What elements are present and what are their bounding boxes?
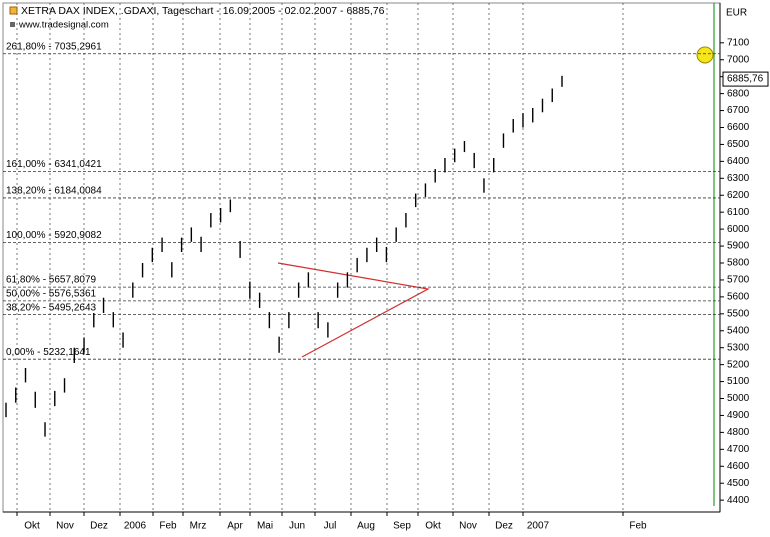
y-tick-label: 6700 bbox=[727, 105, 750, 116]
fib-label: 61,80% - 5657,8079 bbox=[6, 275, 97, 286]
fib-label: 138,20% - 6184,0084 bbox=[6, 186, 102, 197]
fib-label: 100,00% - 5920,9082 bbox=[6, 230, 102, 241]
x-tick-label: 2007 bbox=[527, 521, 550, 532]
last-price-box bbox=[722, 71, 769, 87]
y-tick-label: 6200 bbox=[727, 190, 750, 201]
x-tick-label: Okt bbox=[425, 521, 441, 532]
x-tick-label: Dez bbox=[90, 521, 108, 532]
x-tick-label: Dez bbox=[495, 521, 513, 532]
y-tick-label: 4600 bbox=[727, 461, 750, 472]
y-tick-label: 5700 bbox=[727, 275, 750, 286]
x-tick-label: Apr bbox=[227, 521, 243, 532]
fib-label: 161,00% - 6341,0421 bbox=[6, 159, 102, 170]
y-tick-label: 4800 bbox=[727, 427, 750, 438]
y-tick-label: 6500 bbox=[727, 139, 750, 150]
y-tick-label: 6100 bbox=[727, 207, 750, 218]
fib-label: 38,20% - 5495,2643 bbox=[6, 302, 97, 313]
y-tick-label: 4400 bbox=[727, 495, 750, 506]
y-tick-label: 5800 bbox=[727, 258, 750, 269]
y-tick-label: 6800 bbox=[727, 88, 750, 99]
chart-subtitle: www.tradesignal.com bbox=[18, 20, 109, 31]
y-tick-label: 5100 bbox=[727, 376, 750, 387]
y-tick-label: 5900 bbox=[727, 241, 750, 252]
x-tick-label: Mrz bbox=[190, 521, 207, 532]
y-tick-label: 5600 bbox=[727, 292, 750, 303]
x-tick-label: Okt bbox=[24, 521, 40, 532]
x-tick-label: Feb bbox=[159, 521, 177, 532]
fib-label: 0,00% - 5232,1641 bbox=[6, 347, 91, 358]
x-tick-label: Jun bbox=[289, 521, 305, 532]
triangle-pattern bbox=[277, 262, 430, 358]
y-tick-label: 7100 bbox=[727, 37, 750, 48]
y-tick-label: 4900 bbox=[727, 410, 750, 421]
fib-label: 261,80% - 7035,2961 bbox=[6, 41, 102, 52]
y-tick-label: 5000 bbox=[727, 393, 750, 404]
y-axis-label: EUR bbox=[726, 8, 747, 19]
x-tick-label: Aug bbox=[357, 521, 375, 532]
y-tick-label: 6300 bbox=[727, 173, 750, 184]
subtitle-icon bbox=[10, 22, 15, 27]
x-tick-label: Nov bbox=[459, 521, 477, 532]
chart-title: XETRA DAX INDEX, .GDAXI, Tageschart - 16… bbox=[21, 5, 385, 17]
y-tick-label: 5200 bbox=[727, 359, 750, 370]
title-icon bbox=[9, 6, 18, 15]
y-tick-label: 5400 bbox=[727, 325, 750, 336]
y-tick-label: 6600 bbox=[727, 122, 750, 133]
target-marker bbox=[696, 46, 714, 64]
y-tick-label: 5300 bbox=[727, 342, 750, 353]
y-tick-label: 5500 bbox=[727, 308, 750, 319]
x-tick-label: Feb bbox=[629, 521, 647, 532]
x-tick-label: Mai bbox=[257, 521, 273, 532]
y-tick-label: 7000 bbox=[727, 54, 750, 65]
fib-label: 50,00% - 5576,5361 bbox=[6, 288, 97, 299]
x-tick-label: Jul bbox=[324, 521, 337, 532]
y-tick-label: 4700 bbox=[727, 444, 750, 455]
y-tick-label: 4500 bbox=[727, 478, 750, 489]
x-tick-label: Sep bbox=[393, 521, 411, 532]
last-price-label: 6885,76 bbox=[727, 74, 764, 85]
x-tick-label: 2006 bbox=[124, 521, 147, 532]
x-tick-label: Nov bbox=[56, 521, 74, 532]
y-tick-label: 6000 bbox=[727, 224, 750, 235]
y-tick-label: 6400 bbox=[727, 156, 750, 167]
